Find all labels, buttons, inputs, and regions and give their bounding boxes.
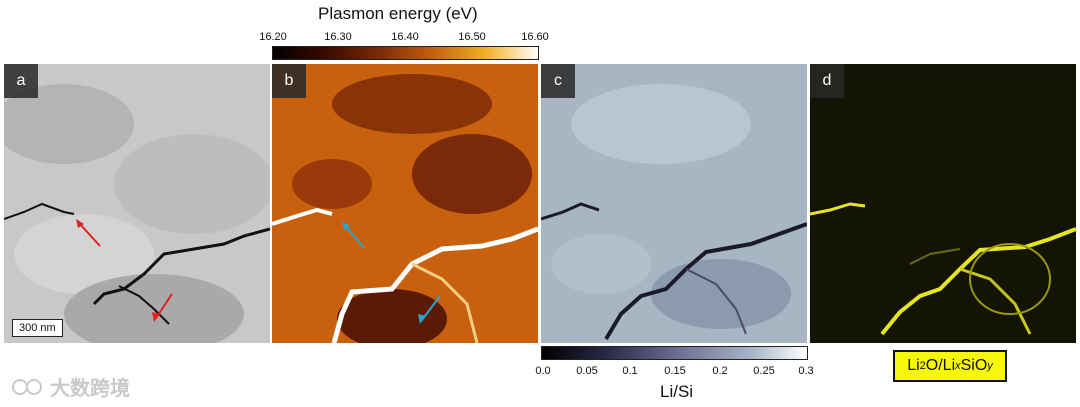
li2o-lixsioy-legend: Li 2 O/Li x SiO y xyxy=(893,350,1007,382)
li-si-tick-1: 0.05 xyxy=(576,365,598,377)
li-si-tick-6: 0.3 xyxy=(798,365,814,377)
plasmon-tick-3: 16.50 xyxy=(458,31,486,43)
plasmon-tick-2: 16.40 xyxy=(391,31,419,43)
li-si-tick-0: 0.0 xyxy=(535,365,551,377)
watermark: 大数跨境 xyxy=(10,372,130,401)
panel-c-li-si-map: c xyxy=(541,64,807,343)
panel-b-label: b xyxy=(272,64,306,98)
panel-c-label: c xyxy=(541,64,575,98)
plasmon-tick-0: 16.20 xyxy=(259,31,287,43)
plasmon-tick-1: 16.30 xyxy=(324,31,352,43)
legend-text-li: Li xyxy=(907,357,920,374)
plasmon-colorbar xyxy=(272,46,539,60)
plasmon-colorbar-title: Plasmon energy (eV) xyxy=(318,4,478,23)
watermark-logo-icon xyxy=(12,378,42,395)
legend-text-sio: SiO xyxy=(960,357,988,374)
legend-sub-y: y xyxy=(987,360,993,372)
panel-b-plasmon-map: b xyxy=(272,64,538,343)
legend-sub-x: x xyxy=(955,360,961,372)
legend-text-o-li: O/Li xyxy=(925,357,956,374)
li-si-tick-3: 0.15 xyxy=(664,365,686,377)
watermark-text: 大数跨境 xyxy=(50,378,130,400)
li-si-colorbar-title: Li/Si xyxy=(660,382,694,401)
legend-sub-2: 2 xyxy=(919,360,926,372)
panel-d-label: d xyxy=(810,64,844,98)
li-si-tick-4: 0.2 xyxy=(712,365,728,377)
panel-a-image: a 300 nm xyxy=(4,64,270,343)
panel-a-label: a xyxy=(4,64,38,98)
li-si-tick-5: 0.25 xyxy=(753,365,775,377)
li-si-tick-2: 0.1 xyxy=(622,365,638,377)
panel-d-li2o-map: d xyxy=(810,64,1076,343)
plasmon-tick-4: 16.60 xyxy=(521,31,549,43)
li-si-colorbar xyxy=(541,346,808,360)
scale-bar-label: 300 nm xyxy=(12,319,63,337)
